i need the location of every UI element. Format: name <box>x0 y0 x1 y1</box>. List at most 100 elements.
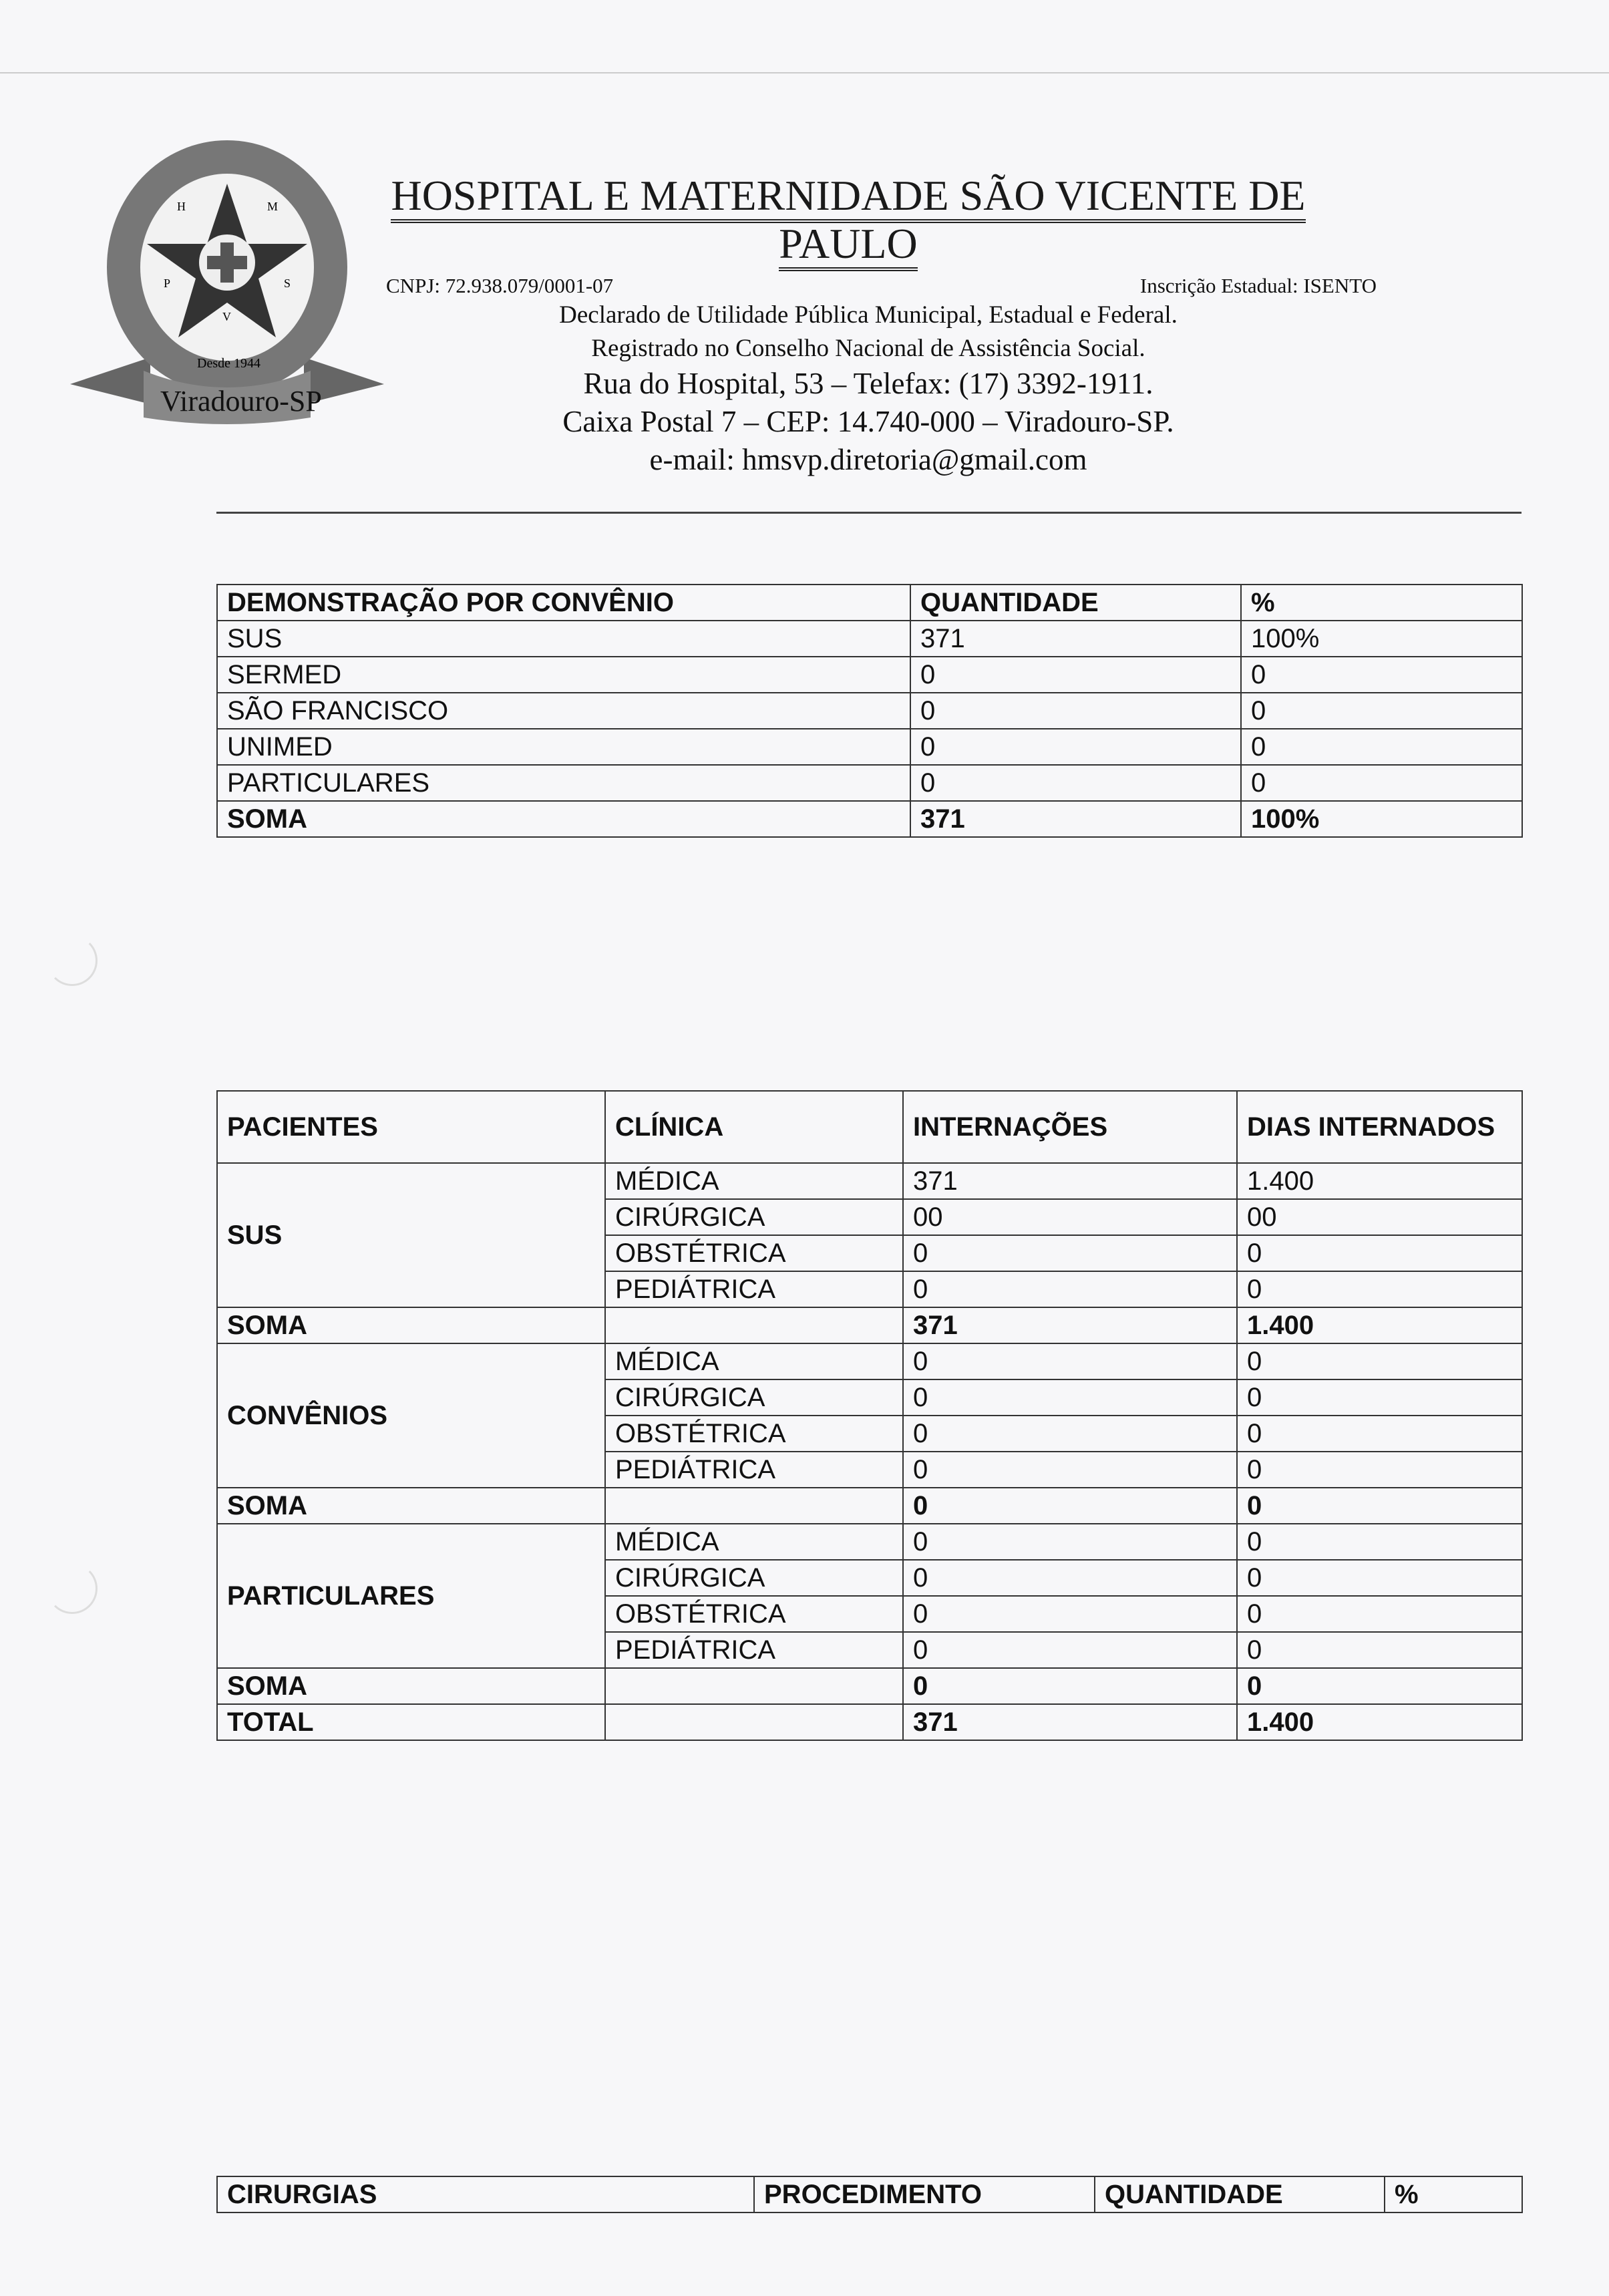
registro-cnas: Registrado no Conselho Nacional de Assis… <box>591 335 1145 362</box>
svg-text:S: S <box>284 277 291 290</box>
table-row: SÃO FRANCISCO 0 0 <box>216 692 1523 729</box>
table-row: PEDIÁTRICA 0 0 <box>217 1631 1523 1669</box>
cell: 0 <box>902 1631 1238 1669</box>
cell: TOTAL <box>216 1703 606 1741</box>
email: e-mail: hmsvp.diretoria@gmail.com <box>649 443 1087 476</box>
table-row: CONVÊNIOS MÉDICA 0 0 <box>216 1343 1523 1488</box>
header-cell: QUANTIDADE <box>1094 2176 1385 2213</box>
cell: 0 <box>902 1451 1238 1488</box>
cell: 0 <box>1236 1451 1523 1488</box>
table-row: SERMED 0 0 <box>216 656 1523 693</box>
header-cell: PACIENTES <box>216 1090 606 1164</box>
table-row: SUS MÉDICA 371 1.400 <box>216 1162 1523 1308</box>
cell: 0 <box>902 1559 1238 1597</box>
cell: OBSTÉTRICA <box>604 1415 904 1452</box>
header-cell: QUANTIDADE <box>910 584 1242 621</box>
cell: PEDIÁTRICA <box>604 1271 904 1308</box>
cell: SOMA <box>216 1667 606 1705</box>
cell: 0 <box>1236 1271 1523 1308</box>
cell: 371 <box>902 1307 1238 1344</box>
scan-edge <box>0 72 1609 73</box>
table-row: OBSTÉTRICA 0 0 <box>217 1235 1523 1272</box>
table-header-row: CIRURGIAS PROCEDIMENTO QUANTIDADE % <box>216 2176 1523 2213</box>
cell: 371 <box>902 1703 1238 1741</box>
convenio-table: DEMONSTRAÇÃO POR CONVÊNIO QUANTIDADE % S… <box>216 584 1523 838</box>
cell: SOMA <box>216 1307 606 1344</box>
utilidade-publica: Declarado de Utilidade Pública Municipal… <box>559 301 1178 329</box>
cell: 0 <box>902 1523 1238 1561</box>
cell: 0 <box>1240 692 1523 729</box>
internacoes-table: PACIENTES CLÍNICA INTERNAÇÕES DIAS INTER… <box>216 1090 1523 1741</box>
table-row: CIRÚRGICA 0 0 <box>217 1379 1523 1416</box>
cell: 100% <box>1240 620 1523 657</box>
cirurgias-table: CIRURGIAS PROCEDIMENTO QUANTIDADE % <box>216 2176 1523 2213</box>
cell: 0 <box>910 692 1242 729</box>
table-row: PEDIÁTRICA 0 0 <box>217 1451 1523 1488</box>
table-row: SUS 371 100% <box>216 620 1523 657</box>
cell: SOMA <box>216 1487 606 1524</box>
svg-text:M: M <box>267 200 278 213</box>
cell: SÃO FRANCISCO <box>216 692 911 729</box>
cell: SERMED <box>216 656 911 693</box>
cell: 0 <box>1236 1415 1523 1452</box>
table-header-row: DEMONSTRAÇÃO POR CONVÊNIO QUANTIDADE % <box>216 584 1523 621</box>
cell: CIRÚRGICA <box>604 1379 904 1416</box>
patient-group-cell: CONVÊNIOS <box>216 1343 606 1488</box>
cell: CIRÚRGICA <box>604 1198 904 1236</box>
cell: 0 <box>1236 1235 1523 1272</box>
cell <box>604 1307 904 1344</box>
cnpj: CNPJ: 72.938.079/0001-07 <box>386 274 614 297</box>
table-row: CIRÚRGICA 00 00 <box>217 1198 1523 1236</box>
table-row: PARTICULARES 0 0 <box>216 764 1523 802</box>
cell: 00 <box>1236 1198 1523 1236</box>
cell: 371 <box>910 620 1242 657</box>
cell: 0 <box>902 1487 1238 1524</box>
header-cell: DEMONSTRAÇÃO POR CONVÊNIO <box>216 584 911 621</box>
cell: SUS <box>216 620 911 657</box>
svg-text:Viradouro-SP: Viradouro-SP <box>160 385 322 418</box>
table-row: OBSTÉTRICA 0 0 <box>217 1595 1523 1633</box>
cell: 0 <box>910 656 1242 693</box>
svg-text:P: P <box>164 277 170 290</box>
cell: 0 <box>1236 1343 1523 1380</box>
cell: 0 <box>910 764 1242 802</box>
table-row: CIRÚRGICA 0 0 <box>217 1559 1523 1597</box>
subtotal-row: SOMA 0 0 <box>216 1667 1523 1705</box>
cell: 0 <box>902 1379 1238 1416</box>
svg-text:V: V <box>222 310 231 323</box>
cell: 0 <box>1236 1631 1523 1669</box>
cell: 0 <box>902 1667 1238 1705</box>
cell: 0 <box>902 1235 1238 1272</box>
cell: 100% <box>1240 800 1523 838</box>
total-row: SOMA 371 100% <box>216 800 1523 838</box>
subtotal-row: SOMA 0 0 <box>216 1487 1523 1524</box>
table-row: PEDIÁTRICA 0 0 <box>217 1271 1523 1308</box>
cell: 0 <box>1236 1595 1523 1633</box>
cell: 0 <box>902 1271 1238 1308</box>
patient-group-cell: SUS <box>216 1162 606 1308</box>
hospital-name: HOSPITAL E MATERNIDADE SÃO VICENTE DE <box>327 172 1369 223</box>
cell: UNIMED <box>216 728 911 766</box>
cell: 0 <box>1236 1379 1523 1416</box>
cell: 0 <box>1240 656 1523 693</box>
header-cell: INTERNAÇÕES <box>902 1090 1238 1164</box>
punch-hole <box>47 1563 98 1614</box>
table-header-row: PACIENTES CLÍNICA INTERNAÇÕES DIAS INTER… <box>216 1090 1523 1164</box>
header-cell: CIRURGIAS <box>216 2176 755 2213</box>
header-cell: % <box>1240 584 1523 621</box>
cell: 1.400 <box>1236 1703 1523 1741</box>
cell: PEDIÁTRICA <box>604 1631 904 1669</box>
cell: CIRÚRGICA <box>604 1559 904 1597</box>
header-cell: % <box>1384 2176 1523 2213</box>
table-row: PARTICULARES MÉDICA 0 0 <box>216 1523 1523 1669</box>
cell: 0 <box>1236 1559 1523 1597</box>
cell: PARTICULARES <box>216 764 911 802</box>
inscricao-estadual: Inscrição Estadual: ISENTO <box>1139 274 1377 297</box>
cell: 0 <box>902 1595 1238 1633</box>
cell: MÉDICA <box>604 1343 904 1380</box>
patient-group-cell: PARTICULARES <box>216 1523 606 1669</box>
punch-hole <box>47 935 98 986</box>
cell: 0 <box>902 1415 1238 1452</box>
table-row: OBSTÉTRICA 0 0 <box>217 1415 1523 1452</box>
cell: 0 <box>1240 728 1523 766</box>
